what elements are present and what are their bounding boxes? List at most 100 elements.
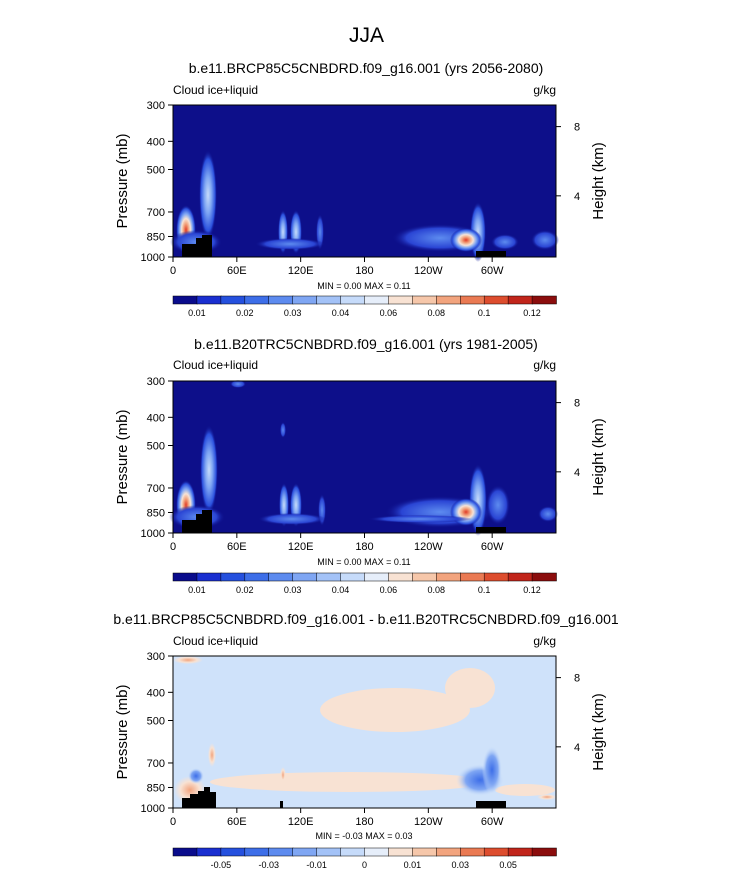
colorbar-swatch xyxy=(220,847,246,857)
colorbar-label: 0.06 xyxy=(380,585,398,595)
y-axis-right-label: Height (km) xyxy=(590,418,607,496)
panel-1: b.e11.BRCP85C5CNBDRD.f09_g16.001 (yrs 20… xyxy=(114,60,607,318)
colorbar-swatch xyxy=(172,572,198,582)
colorbar-swatch xyxy=(244,847,270,857)
colorbar-swatch xyxy=(340,572,366,582)
x-tick-label: 60W xyxy=(481,816,504,828)
colorbar-label: 0.06 xyxy=(380,308,398,318)
colorbar-label: 0.04 xyxy=(332,585,350,595)
terrain-mask xyxy=(182,510,212,533)
variable-label: Cloud ice+liquid xyxy=(173,634,258,648)
x-tick-label: 0 xyxy=(170,816,176,828)
y-right-tick-label: 8 xyxy=(574,122,580,134)
colorbar-swatch xyxy=(460,572,485,582)
terrain-mask xyxy=(182,235,212,257)
colorbar-swatch xyxy=(172,847,198,857)
x-tick-label: 120W xyxy=(414,816,443,828)
colorbar-swatch xyxy=(388,295,414,305)
terrain-mask xyxy=(182,787,216,808)
colorbar-swatch xyxy=(268,295,294,305)
colorbar-swatch xyxy=(460,295,485,305)
x-tick-label: 180 xyxy=(355,265,373,277)
colorbar-swatch xyxy=(388,572,414,582)
units-label: g/kg xyxy=(533,634,556,648)
y-tick-label: 1000 xyxy=(141,803,165,815)
colorbar-swatch xyxy=(531,572,557,582)
figure-title: JJA xyxy=(349,24,384,47)
colorbar-swatch xyxy=(531,295,557,305)
x-tick-label: 60W xyxy=(481,541,504,553)
colorbar-label: 0.02 xyxy=(236,585,254,595)
variable-label: Cloud ice+liquid xyxy=(173,358,258,372)
colorbar-swatch xyxy=(507,847,533,857)
x-tick-label: 120W xyxy=(414,265,443,277)
colorbar-swatch xyxy=(388,847,414,857)
x-tick-label: 120E xyxy=(288,541,314,553)
colorbar-label: 0.05 xyxy=(499,860,517,870)
colorbar-label: 0.01 xyxy=(188,308,206,318)
y-tick-label: 400 xyxy=(147,412,165,424)
colorbar-swatch xyxy=(507,295,533,305)
colorbar-label: 0.02 xyxy=(236,308,254,318)
terrain-mask xyxy=(476,527,506,533)
colorbar-swatch xyxy=(483,847,509,857)
terrain-mask xyxy=(280,801,283,808)
colorbar-swatch xyxy=(364,847,390,857)
contour-field xyxy=(173,656,557,804)
colorbar-label: 0.1 xyxy=(478,585,491,595)
colorbar-label: 0.03 xyxy=(284,585,302,595)
colorbar-swatch xyxy=(436,847,461,857)
colorbar: -0.05 -0.03 -0.01 0 0.01 0.03 0.05 xyxy=(172,847,557,870)
y-right-tick-label: 4 xyxy=(574,191,580,203)
colorbar-label: -0.01 xyxy=(306,860,327,870)
panel-title: b.e11.BRCP85C5CNBDRD.f09_g16.001 - b.e11… xyxy=(113,611,619,627)
x-tick-label: 180 xyxy=(355,541,373,553)
y-right-tick-label: 4 xyxy=(574,742,580,754)
axes: 300 400 500 700 850 1000 8 4 0 60E 120E 180 120W 60W xyxy=(141,651,581,828)
y-tick-label: 1000 xyxy=(141,528,165,540)
plot-background xyxy=(173,105,556,257)
colorbar-swatch xyxy=(364,295,390,305)
x-tick-label: 120E xyxy=(288,816,314,828)
colorbar-swatch xyxy=(316,572,342,582)
colorbar-label: 0.03 xyxy=(451,860,469,870)
colorbar-swatch xyxy=(507,572,533,582)
y-right-tick-label: 4 xyxy=(574,467,580,479)
colorbar-swatch xyxy=(340,847,366,857)
colorbar-swatch xyxy=(268,572,294,582)
colorbar-swatch xyxy=(364,572,390,582)
y-right-tick-label: 8 xyxy=(574,398,580,410)
colorbar-swatch xyxy=(268,847,294,857)
colorbar-swatch xyxy=(483,572,509,582)
colorbar-swatch xyxy=(460,847,485,857)
contour-field xyxy=(170,150,559,262)
y-tick-label: 500 xyxy=(147,164,165,176)
y-axis-right-label: Height (km) xyxy=(590,142,607,220)
axes: 300 400 500 700 850 1000 8 4 0 60E 120E 180 120W 60W xyxy=(141,376,581,553)
colorbar-swatch xyxy=(292,572,318,582)
colorbar-label: 0.12 xyxy=(523,308,541,318)
min-max-stats: MIN = -0.03 MAX = 0.03 xyxy=(315,831,412,841)
colorbar-swatch xyxy=(436,572,461,582)
colorbar-swatch xyxy=(172,295,198,305)
colorbar-label: 0.03 xyxy=(284,308,302,318)
x-tick-label: 180 xyxy=(355,816,373,828)
colorbar-swatch xyxy=(196,572,222,582)
y-tick-label: 700 xyxy=(147,207,165,219)
y-right-tick-label: 8 xyxy=(574,673,580,685)
colorbar-swatch xyxy=(316,847,342,857)
colorbar-label: 0.01 xyxy=(404,860,422,870)
colorbar-label: 0.12 xyxy=(523,585,541,595)
units-label: g/kg xyxy=(533,358,556,372)
panel-title: b.e11.B20TRC5CNBDRD.f09_g16.001 (yrs 198… xyxy=(194,336,538,352)
y-tick-label: 700 xyxy=(147,483,165,495)
y-tick-label: 850 xyxy=(147,782,165,794)
colorbar-label: 0.01 xyxy=(188,585,206,595)
colorbar-label: 0.08 xyxy=(428,308,446,318)
x-tick-label: 120W xyxy=(414,541,443,553)
colorbar-swatch xyxy=(483,295,509,305)
colorbar-swatch xyxy=(316,295,342,305)
y-tick-label: 850 xyxy=(147,231,165,243)
colorbar-label: -0.03 xyxy=(258,860,279,870)
